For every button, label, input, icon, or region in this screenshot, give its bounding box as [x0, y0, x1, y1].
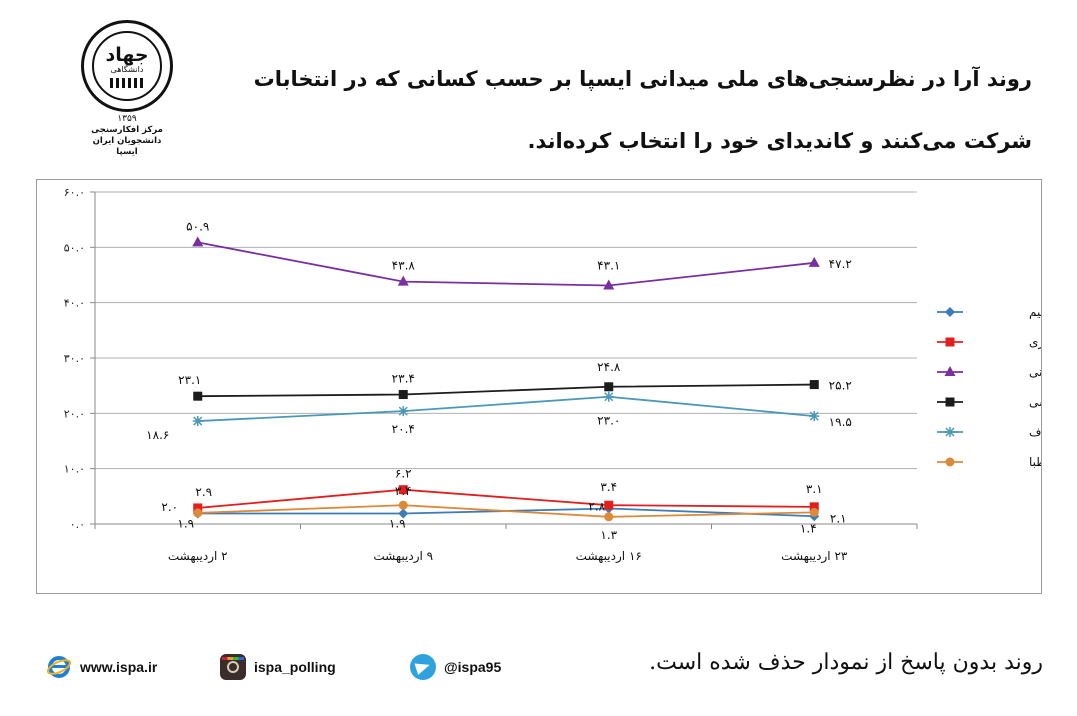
data-label: ۲.۱ — [830, 511, 847, 525]
data-label: ۱.۴ — [800, 521, 817, 535]
data-label: ۲.۸ — [588, 500, 605, 514]
y-tick-label: ۱۰.۰ — [64, 463, 85, 476]
website-link[interactable]: www.ispa.ir — [46, 652, 157, 682]
series-line — [197, 383, 815, 398]
ispa-logo: جهاد دانشگاهی ۱۳۵۹ مرکز افکارسنجی دانشجو… — [68, 20, 186, 157]
data-point — [603, 279, 615, 290]
data-point — [604, 500, 614, 510]
data-point — [945, 457, 955, 467]
data-label: ۲۴.۸ — [597, 360, 621, 374]
logo-year: ۱۳۵۹ — [117, 114, 137, 124]
data-point — [192, 236, 204, 247]
data-point — [193, 503, 203, 513]
data-point — [808, 256, 820, 267]
data-label: ۲۳.۱ — [178, 373, 201, 387]
data-point — [397, 275, 409, 286]
website-text: www.ispa.ir — [80, 659, 158, 675]
data-label: ۴۳.۸ — [392, 259, 416, 273]
y-tick-label: ۰.۰ — [70, 518, 85, 531]
data-point — [193, 508, 203, 518]
legend-label: قالیباف — [1029, 425, 1041, 439]
y-tick-label: ۶۰.۰ — [64, 186, 85, 199]
data-label: ۲.۰ — [161, 500, 178, 514]
logo-sub-text: دانشگاهی — [110, 64, 144, 74]
y-tick-label: ۲۰.۰ — [64, 407, 85, 420]
data-label: ۶.۲ — [395, 467, 412, 481]
data-point — [809, 411, 819, 421]
y-tick-label: ۳۰.۰ — [64, 352, 85, 365]
data-label: ۱۹.۵ — [829, 415, 852, 429]
legend-label: هاشمی طبا — [1029, 455, 1041, 469]
telegram-text: @ispa95 — [444, 659, 502, 675]
telegram-icon — [410, 654, 436, 680]
y-tick-label: ۵۰.۰ — [64, 241, 85, 254]
data-point — [944, 366, 956, 376]
x-tick-label: ۱۶ اردیبهشت — [576, 549, 642, 564]
data-point — [945, 307, 955, 317]
legend-label: روحانی — [1029, 365, 1041, 380]
data-label: ۵۰.۹ — [186, 219, 209, 233]
logo-org-name: مرکز افکارسنجی دانشجویان ایران — [91, 125, 163, 146]
data-point — [945, 427, 955, 437]
line-chart: ۰.۰ ۱۰.۰ ۲۰.۰ ۳۰.۰ ۴۰.۰ ۵۰.۰ ۶۰.۰ ۲ اردیبهشت ۹ ا… — [64, 186, 1077, 564]
data-label: ۲۳.۴ — [392, 372, 415, 386]
instagram-text: ispa_polling — [254, 659, 336, 675]
data-label: ۲۰.۴ — [392, 422, 415, 436]
logo-short-name: ایسپا — [116, 147, 138, 157]
legend-label: جهانگیری — [1029, 335, 1041, 350]
x-tick-label: ۲۳ اردیبهشت — [781, 549, 848, 564]
data-point — [809, 502, 819, 512]
data-label: ۲۵.۲ — [829, 379, 852, 393]
data-point — [398, 508, 409, 519]
data-label: ۲۳.۰ — [597, 414, 620, 428]
jahad-seal-icon: جهاد دانشگاهی — [81, 20, 173, 112]
data-label: ۴۷.۲ — [829, 257, 852, 271]
internet-explorer-icon — [46, 656, 72, 678]
telegram-link[interactable]: @ispa95 — [410, 652, 501, 682]
data-point — [193, 391, 203, 401]
data-point — [945, 397, 955, 407]
data-point — [809, 380, 819, 390]
instagram-icon — [220, 654, 246, 680]
data-label: ۴۳.۱ — [597, 259, 620, 273]
x-tick-label: ۹ اردیبهشت — [373, 549, 433, 564]
data-point — [604, 382, 614, 392]
data-point — [945, 337, 955, 347]
data-point — [398, 390, 408, 400]
data-point — [398, 485, 408, 495]
legend-label: آقا میرسلیم — [1029, 304, 1041, 320]
series-line — [197, 488, 815, 509]
data-label: ۱.۳ — [600, 528, 617, 542]
footer-note: روند بدون پاسخ از نمودار حذف شده است. — [649, 650, 1043, 675]
data-label: ۱.۹ — [389, 516, 406, 530]
series-line — [197, 241, 815, 287]
data-point — [809, 507, 819, 517]
instagram-link[interactable]: ispa_polling — [220, 652, 336, 682]
data-label: ۳.۴ — [600, 480, 617, 494]
data-point — [398, 406, 408, 416]
data-label: ۱۸.۶ — [146, 428, 169, 442]
chart-container: ۰.۰ ۱۰.۰ ۲۰.۰ ۳۰.۰ ۴۰.۰ ۵۰.۰ ۶۰.۰ ۲ اردیبهشت ۹ ا… — [36, 179, 1077, 594]
logo-bars — [110, 77, 144, 88]
data-point — [398, 500, 408, 510]
data-label: ۲.۹ — [195, 485, 212, 499]
page-title: روند آرا در نظرسنجی‌های ملی میدانی ایسپا… — [253, 67, 1032, 153]
logo-main-text: جهاد — [105, 43, 149, 66]
series-line — [197, 504, 815, 518]
data-label: ۱.۹ — [177, 516, 194, 530]
legend-label: رئیسی — [1029, 395, 1041, 410]
data-label: ۳.۴ — [395, 484, 412, 498]
data-point — [193, 416, 203, 426]
data-label: ۳.۱ — [806, 482, 823, 496]
y-tick-label: ۴۰.۰ — [64, 297, 85, 310]
data-point — [604, 392, 614, 402]
x-tick-label: ۲ اردیبهشت — [168, 549, 228, 564]
data-point — [604, 512, 614, 522]
series-line — [197, 395, 815, 422]
